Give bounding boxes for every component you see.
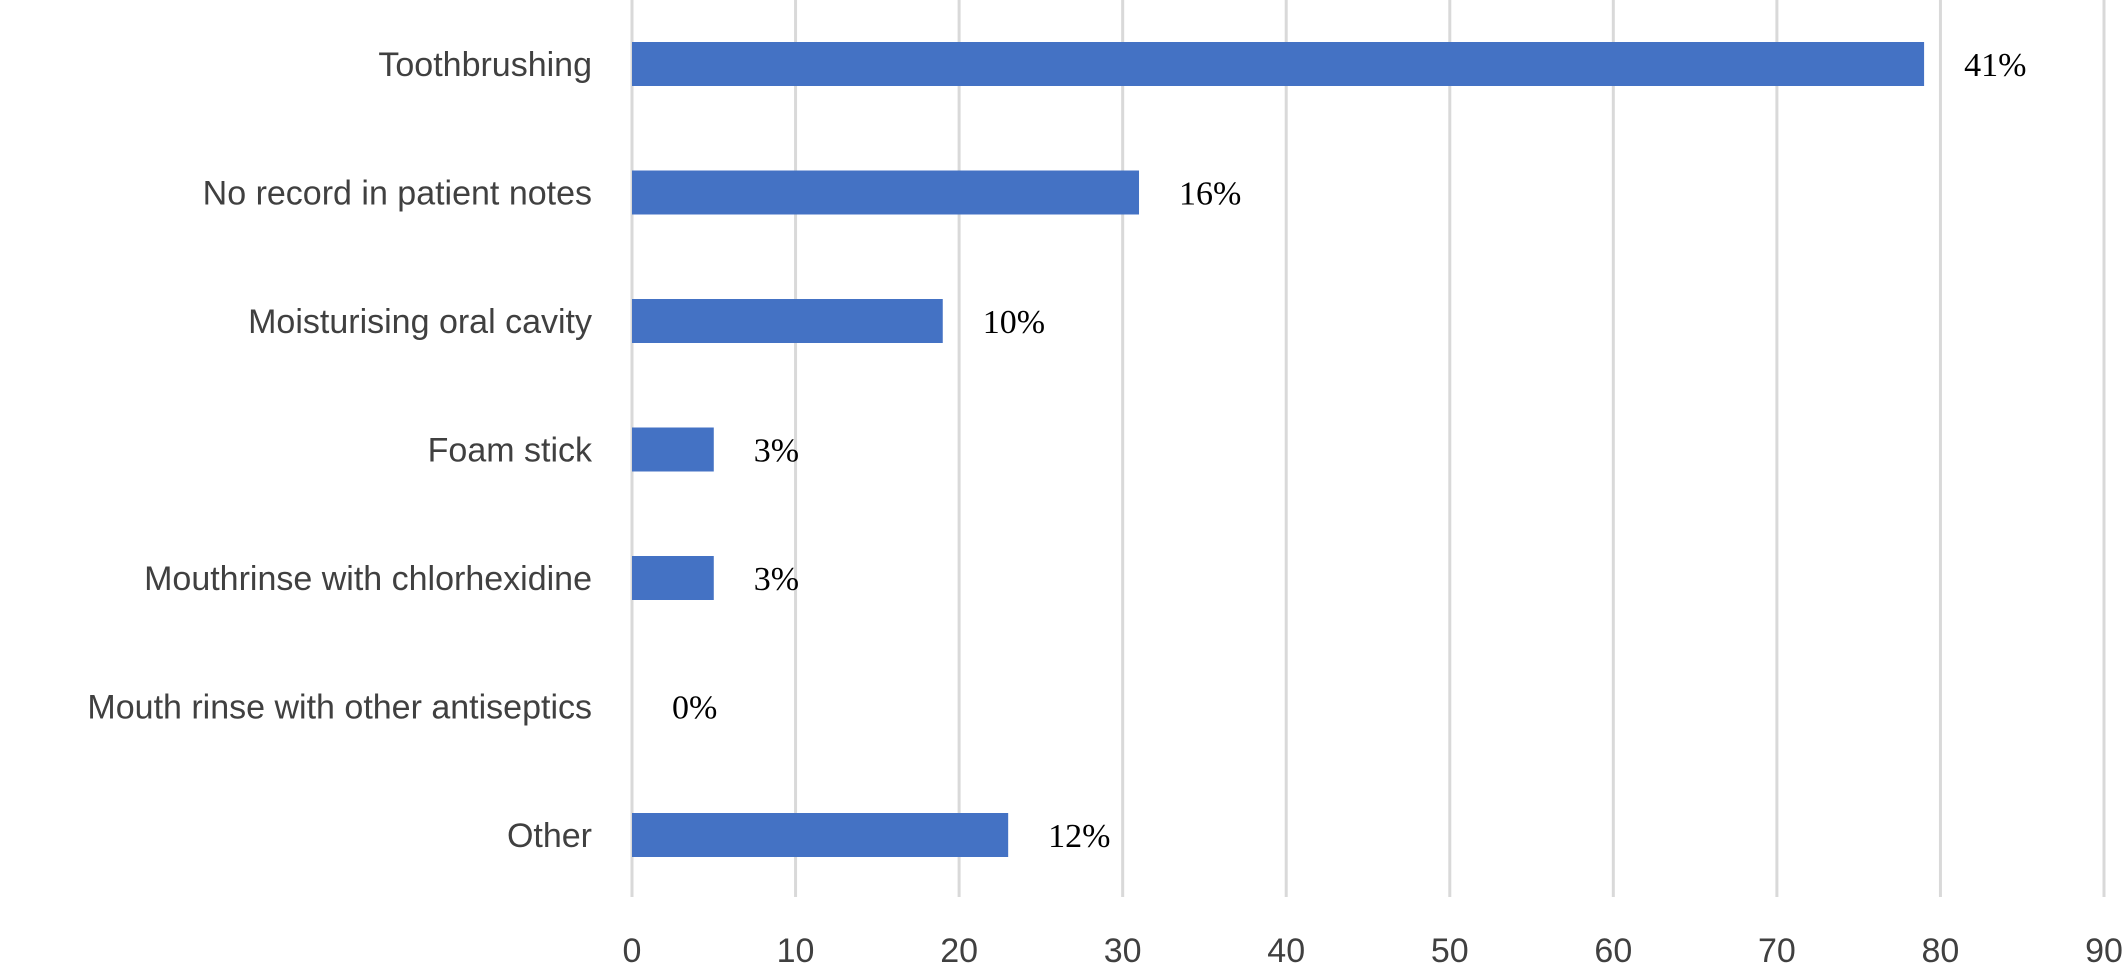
x-tick-label: 80: [1922, 932, 1960, 970]
category-label: Foam stick: [428, 432, 593, 470]
data-label: 3%: [754, 561, 799, 598]
bar: [632, 556, 714, 600]
x-axis-tick-labels: 0 10 20 30 40 50 60 70 80 90: [623, 932, 2123, 970]
data-label: 10%: [983, 304, 1045, 341]
x-tick-label: 0: [623, 932, 642, 970]
x-tick-label: 70: [1758, 932, 1796, 970]
category-label: Mouthrinse with chlorhexidine: [144, 560, 592, 598]
x-tick-label: 50: [1431, 932, 1469, 970]
x-tick-label: 90: [2085, 932, 2123, 970]
category-labels: Toothbrushing No record in patient notes M…: [87, 46, 593, 855]
category-label: No record in patient notes: [203, 175, 592, 213]
x-tick-label: 20: [940, 932, 978, 970]
category-label: Moisturising oral cavity: [248, 303, 592, 341]
data-label: 0%: [672, 690, 717, 727]
bar: [632, 427, 714, 472]
x-tick-label: 30: [1104, 932, 1142, 970]
data-label: 16%: [1179, 176, 1241, 213]
bars: [632, 42, 1925, 857]
bar: [632, 299, 943, 343]
x-tick-label: 40: [1267, 932, 1305, 970]
data-label: 3%: [754, 433, 799, 470]
bar: [632, 42, 1925, 86]
category-label: Toothbrushing: [378, 46, 592, 84]
category-label: Mouth rinse with other antiseptics: [87, 689, 592, 727]
x-tick-label: 10: [777, 932, 815, 970]
gridlines: [630, 0, 2106, 897]
category-label: Other: [507, 817, 592, 855]
bar: [632, 170, 1140, 215]
bar: [632, 813, 1009, 857]
data-labels: 41% 16% 10% 3% 3% 0% 12%: [672, 47, 2026, 855]
data-label: 41%: [1964, 47, 2026, 84]
x-tick-label: 60: [1594, 932, 1632, 970]
data-label: 12%: [1048, 818, 1110, 855]
